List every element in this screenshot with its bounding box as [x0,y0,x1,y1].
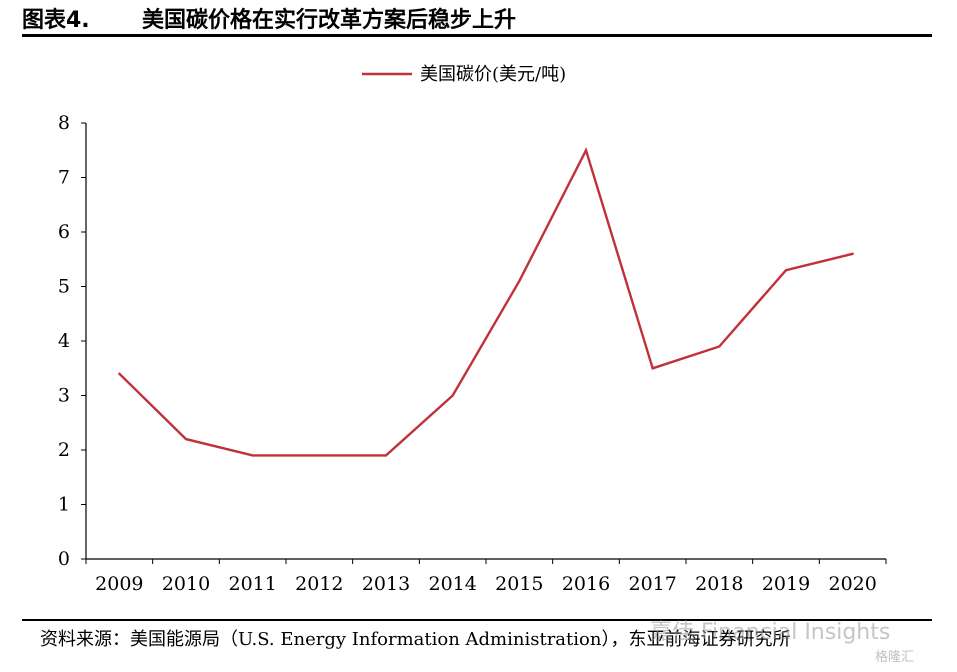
x-tick-label: 2016 [562,573,610,595]
x-tick-label: 2014 [428,573,476,595]
data-point [118,372,121,375]
data-point [451,394,454,397]
data-point [384,454,388,457]
x-tick-label: 2020 [828,573,876,595]
y-tick-label: 8 [58,112,70,134]
x-tick-label: 2017 [628,573,676,595]
x-tick-label: 2011 [228,573,276,595]
x-tick-label: 2015 [495,573,543,595]
x-tick-label: 2013 [362,573,410,595]
chart-series [118,147,854,457]
watermark: 嘉佳 Financial Insights [650,620,891,645]
data-point [718,345,721,348]
source-note: 资料来源：美国能源局（U.S. Energy Information Admin… [40,629,791,650]
data-point [784,268,788,272]
x-tick-label: 2012 [295,573,343,595]
data-point [518,279,521,283]
data-point [851,252,854,255]
data-point [584,149,588,152]
y-tick-label: 5 [58,276,70,298]
figure-number: 图表4. [22,8,90,33]
legend: 美国碳价(美元/吨) [362,64,566,85]
data-point [318,454,321,457]
y-tick-label: 3 [58,385,70,407]
y-tick-label: 7 [58,167,70,189]
data-point [651,367,654,370]
watermark-sub: 格隆汇 [875,650,915,665]
y-tick-label: 4 [58,330,70,352]
y-tick-label: 2 [58,439,70,461]
series-line [118,147,853,457]
chart-axes: 0 1 2 3 4 5 6 7 8 2009 2010 2011 2012 2013 2014 2015 201… [58,112,887,595]
bottom-rule [22,619,932,621]
y-tick-label: 0 [58,548,70,570]
legend-label: 美国碳价(美元/吨) [420,64,566,85]
x-tick-label: 2019 [762,573,810,595]
data-point [184,437,188,441]
figure-title-text: 美国碳价格在实行改革方案后稳步上升 [142,8,517,33]
y-tick-label: 6 [58,221,70,243]
figure-title: 图表4. 美国碳价格在实行改革方案后稳步上升 [22,6,932,36]
x-tick-label: 2018 [695,573,743,595]
x-tick-label: 2010 [162,573,210,595]
data-point [251,454,254,457]
y-tick-label: 1 [58,494,70,516]
x-tick-label: 2009 [95,573,143,595]
top-rule [22,34,932,37]
